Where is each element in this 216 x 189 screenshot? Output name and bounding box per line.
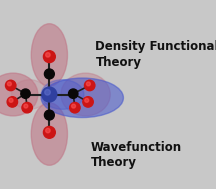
Circle shape — [22, 102, 32, 113]
Circle shape — [45, 89, 50, 95]
Circle shape — [85, 98, 89, 102]
Circle shape — [68, 89, 78, 98]
Circle shape — [9, 98, 13, 102]
Ellipse shape — [31, 103, 67, 165]
Circle shape — [5, 80, 16, 91]
Circle shape — [71, 104, 76, 108]
Text: Density Functional
Theory: Density Functional Theory — [95, 40, 216, 69]
Circle shape — [44, 69, 54, 79]
Ellipse shape — [41, 80, 84, 109]
Ellipse shape — [41, 78, 123, 118]
Ellipse shape — [0, 73, 38, 116]
Circle shape — [7, 82, 11, 86]
Circle shape — [7, 97, 17, 107]
Circle shape — [43, 126, 55, 138]
Circle shape — [46, 53, 50, 57]
Circle shape — [21, 89, 30, 98]
Ellipse shape — [31, 24, 67, 86]
Circle shape — [84, 80, 95, 91]
Ellipse shape — [11, 80, 48, 109]
Circle shape — [70, 102, 80, 113]
Circle shape — [42, 87, 57, 102]
Circle shape — [83, 97, 93, 107]
Circle shape — [86, 82, 90, 86]
Circle shape — [46, 128, 50, 133]
Ellipse shape — [61, 73, 110, 116]
Text: Wavefunction
Theory: Wavefunction Theory — [91, 141, 182, 169]
Circle shape — [43, 51, 55, 63]
Circle shape — [44, 110, 54, 120]
Circle shape — [24, 104, 28, 108]
